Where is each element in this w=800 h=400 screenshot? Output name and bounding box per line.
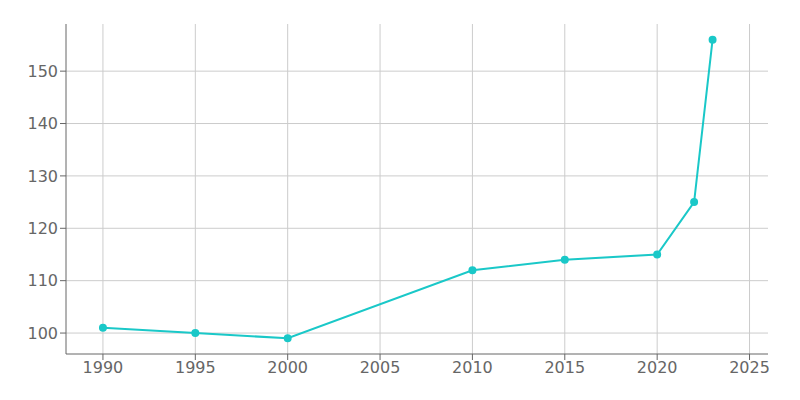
svg-text:2015: 2015 xyxy=(544,358,585,377)
svg-text:1995: 1995 xyxy=(175,358,216,377)
svg-text:2025: 2025 xyxy=(729,358,770,377)
svg-text:120: 120 xyxy=(27,219,58,238)
svg-text:110: 110 xyxy=(27,271,58,290)
svg-text:130: 130 xyxy=(27,167,58,186)
svg-text:2005: 2005 xyxy=(360,358,401,377)
svg-text:140: 140 xyxy=(27,114,58,133)
svg-text:1990: 1990 xyxy=(83,358,124,377)
svg-text:2000: 2000 xyxy=(267,358,308,377)
svg-text:2020: 2020 xyxy=(637,358,678,377)
svg-text:2010: 2010 xyxy=(452,358,493,377)
svg-text:150: 150 xyxy=(27,62,58,81)
svg-text:100: 100 xyxy=(27,324,58,343)
